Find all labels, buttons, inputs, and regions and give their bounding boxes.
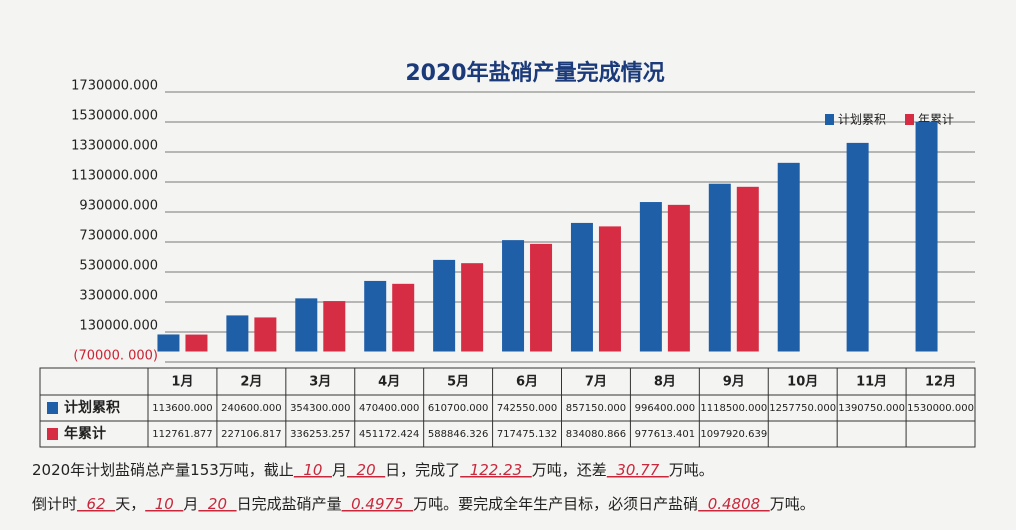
row-swatch	[47, 402, 58, 414]
value-label: 588846.326	[428, 429, 488, 440]
handwritten-value: 10	[145, 495, 183, 513]
note-text: 月	[332, 461, 347, 479]
value-label: 354300.000	[290, 403, 350, 414]
bar	[185, 334, 208, 352]
x-tick-label: 7月	[585, 375, 607, 390]
value-label: 977613.401	[635, 429, 695, 440]
row-header: 年累计	[64, 425, 106, 442]
value-label: 1530000.000	[907, 403, 974, 414]
bar	[254, 317, 277, 352]
value-label: 113600.000	[152, 403, 212, 414]
value-label: 1097920.639	[700, 429, 767, 440]
bar	[226, 315, 249, 352]
value-label: 610700.000	[428, 403, 488, 414]
y-tick-label: 130000.000	[79, 319, 158, 334]
legend-swatch	[905, 114, 914, 125]
bar	[433, 259, 456, 352]
note-text: 日，完成了	[385, 461, 460, 479]
x-tick-label: 9月	[723, 375, 745, 390]
y-tick-label: 530000.000	[79, 259, 158, 274]
y-tick-label: 1130000.000	[71, 169, 158, 184]
value-label: 742550.000	[497, 403, 557, 414]
note-line: 倒计时 62 天， 10 月 20 日完成盐硝产量 0.4975 万吨。要完成全…	[32, 495, 815, 513]
x-tick-label: 8月	[654, 375, 676, 390]
x-tick-label: 3月	[309, 375, 331, 390]
bar	[777, 162, 800, 352]
bar	[708, 183, 731, 352]
note-text: 日完成盐硝产量	[237, 495, 342, 513]
bar	[295, 298, 318, 352]
legend-label: 计划累积	[838, 113, 886, 127]
bar	[846, 142, 869, 352]
x-tick-label: 10月	[787, 375, 818, 390]
handwritten-value: 62	[77, 495, 115, 513]
bar	[639, 202, 662, 352]
value-label: 1390750.000	[838, 403, 905, 414]
value-label: 834080.866	[566, 429, 626, 440]
note-line: 2020年计划盐硝总产量153万吨，截止 10 月 20 日，完成了 122.2…	[32, 461, 714, 479]
x-tick-label: 6月	[516, 375, 538, 390]
x-tick-label: 1月	[171, 375, 193, 390]
handwritten-value: 122.23	[460, 461, 532, 479]
row-swatch	[47, 428, 58, 440]
x-tick-label: 2月	[240, 375, 262, 390]
bar	[667, 204, 690, 352]
note-text: 天，	[115, 495, 145, 513]
note-text: 月	[183, 495, 198, 513]
bar	[392, 283, 415, 352]
bar	[915, 122, 938, 352]
value-label: 717475.132	[497, 429, 557, 440]
value-label: 336253.257	[290, 429, 350, 440]
x-tick-label: 5月	[447, 375, 469, 390]
bar	[598, 226, 621, 352]
x-tick-label: 4月	[378, 375, 400, 390]
y-tick-label: 1530000.000	[71, 109, 158, 124]
x-tick-label: 11月	[856, 375, 887, 390]
bar	[323, 301, 346, 352]
value-label: 451172.424	[359, 429, 419, 440]
note-text: 万吨。	[669, 461, 714, 479]
value-label: 996400.000	[635, 403, 695, 414]
value-label: 1257750.000	[769, 403, 836, 414]
note-text: 倒计时	[32, 495, 77, 513]
handwritten-value: 30.77	[607, 461, 669, 479]
handwritten-value: 0.4808	[698, 495, 770, 513]
handwritten-value: 20	[347, 461, 385, 479]
note-text: 万吨，还差	[532, 461, 607, 479]
y-tick-label: 330000.000	[79, 289, 158, 304]
note-text: 万吨。要完成全年生产目标，必须日产盐硝	[413, 495, 698, 513]
value-label: 470400.000	[359, 403, 419, 414]
handwritten-value: 0.4975	[342, 495, 414, 513]
y-tick-label: 930000.000	[79, 199, 158, 214]
y-tick-label: (70000. 000)	[73, 349, 158, 364]
legend-swatch	[825, 114, 834, 125]
bar	[364, 280, 387, 352]
y-tick-label: 1330000.000	[71, 139, 158, 154]
bar	[570, 222, 593, 352]
handwritten-value: 20	[198, 495, 236, 513]
bar	[461, 263, 484, 352]
y-tick-label: 1730000.000	[71, 79, 158, 94]
value-label: 227106.817	[221, 429, 281, 440]
value-label: 1118500.000	[700, 403, 767, 414]
value-label: 112761.877	[152, 429, 212, 440]
row-header: 计划累积	[64, 399, 120, 416]
y-tick-label: 730000.000	[79, 229, 158, 244]
handwritten-value: 10	[294, 461, 332, 479]
bar	[736, 186, 759, 352]
chart-title: 2020年盐硝产量完成情况	[405, 60, 664, 86]
bar	[157, 334, 180, 352]
bar	[530, 243, 553, 352]
value-label: 857150.000	[566, 403, 626, 414]
note-text: 万吨。	[770, 495, 815, 513]
value-label: 240600.000	[221, 403, 281, 414]
bar	[502, 240, 525, 352]
x-tick-label: 12月	[925, 375, 956, 390]
note-text: 2020年计划盐硝总产量153万吨，截止	[32, 461, 294, 479]
